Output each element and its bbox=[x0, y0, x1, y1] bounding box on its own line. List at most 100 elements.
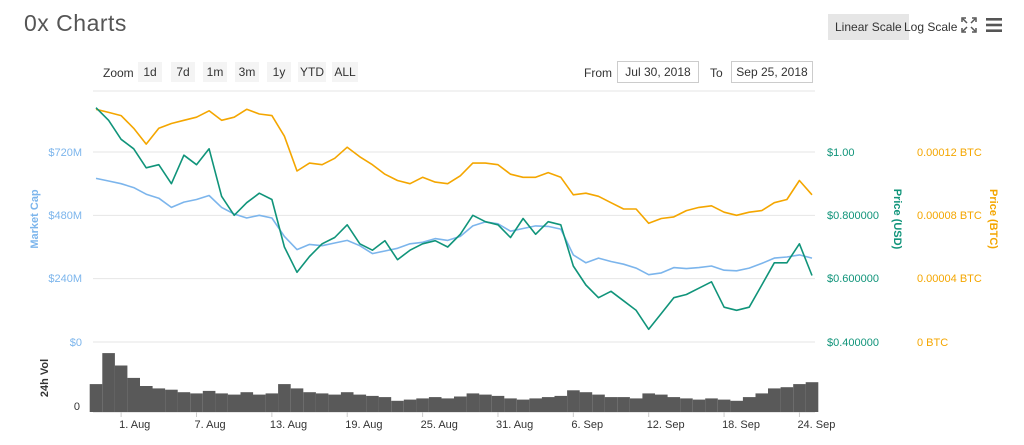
linear-scale-button[interactable]: Linear Scale bbox=[828, 14, 909, 40]
market-cap-tick: $0 bbox=[70, 337, 82, 349]
volume-axis-title: 24h Vol bbox=[39, 359, 51, 397]
volume-bar bbox=[340, 392, 354, 412]
volume-bar bbox=[793, 384, 806, 412]
page-title: 0x Charts bbox=[24, 10, 127, 36]
volume-bar bbox=[303, 392, 316, 412]
volume-bar bbox=[328, 394, 341, 412]
zoom-1m-button[interactable]: 1m bbox=[203, 62, 227, 82]
price-usd-tick: $0.400000 bbox=[827, 337, 879, 349]
volume-bar bbox=[227, 394, 241, 412]
volume-bar bbox=[567, 390, 580, 412]
volume-bar bbox=[692, 399, 706, 412]
to-label: To bbox=[710, 66, 723, 80]
zoom-3m-button[interactable]: 3m bbox=[235, 62, 259, 82]
volume-bar bbox=[177, 392, 191, 412]
price-usd-axis-title: Price (USD) bbox=[891, 189, 903, 250]
volume-bar bbox=[165, 389, 178, 412]
volume-bar bbox=[290, 388, 304, 412]
volume-bar bbox=[780, 387, 794, 412]
zoom-1y-button[interactable]: 1y bbox=[267, 62, 291, 82]
volume-bar bbox=[642, 393, 655, 412]
hamburger-menu-icon[interactable] bbox=[986, 17, 1002, 33]
volume-bar bbox=[127, 377, 140, 412]
to-date-input[interactable] bbox=[731, 61, 813, 83]
volume-bar bbox=[391, 400, 404, 412]
from-label: From bbox=[584, 66, 612, 80]
x-tick-label: 7. Aug bbox=[194, 419, 225, 431]
volume-bar bbox=[278, 384, 291, 412]
zoom-label: Zoom bbox=[103, 66, 134, 80]
price-btc-series-line bbox=[95, 108, 813, 225]
log-scale-button[interactable]: Log Scale bbox=[904, 20, 958, 34]
price-usd-series-line bbox=[95, 107, 813, 331]
volume-bar bbox=[705, 398, 718, 412]
zoom-ytd-button[interactable]: YTD bbox=[298, 62, 326, 82]
price-btc-tick: 0.00004 BTC bbox=[917, 273, 982, 285]
market-cap-tick: $240M bbox=[48, 273, 82, 285]
volume-bar bbox=[89, 384, 103, 412]
volume-bar bbox=[353, 394, 367, 412]
volume-bar bbox=[240, 392, 254, 412]
price-btc-tick: 0 BTC bbox=[917, 337, 948, 349]
from-date-input[interactable] bbox=[617, 61, 699, 83]
volume-bar bbox=[680, 398, 693, 412]
x-tick-label: 12. Sep bbox=[647, 419, 685, 431]
volume-bar bbox=[454, 396, 467, 412]
volume-bar bbox=[253, 394, 266, 412]
x-tick-label: 6. Sep bbox=[571, 419, 603, 431]
fullscreen-icon[interactable] bbox=[961, 17, 977, 33]
volume-bar bbox=[428, 397, 442, 412]
volume-bar bbox=[768, 388, 781, 412]
volume-bar bbox=[655, 394, 668, 412]
price-usd-tick: $0.800000 bbox=[827, 210, 879, 222]
volume-bar bbox=[378, 397, 392, 412]
volume-bar bbox=[152, 388, 166, 412]
volume-bar bbox=[466, 393, 480, 412]
volume-bar bbox=[315, 393, 329, 412]
x-tick-label: 1. Aug bbox=[119, 419, 150, 431]
volume-bar bbox=[667, 397, 681, 412]
volume-bar bbox=[366, 395, 379, 412]
x-tick-label: 19. Aug bbox=[345, 419, 382, 431]
volume-bar bbox=[579, 392, 593, 412]
price-btc-tick: 0.00008 BTC bbox=[917, 210, 982, 222]
volume-bar bbox=[717, 399, 731, 412]
x-tick-label: 25. Aug bbox=[421, 419, 458, 431]
price-usd-tick: $1.00 bbox=[827, 147, 855, 159]
volume-bar bbox=[529, 398, 542, 412]
market-cap-tick: $720M bbox=[48, 147, 82, 159]
market-cap-tick: $480M bbox=[48, 210, 82, 222]
price-btc-axis-title: Price (BTC) bbox=[987, 189, 999, 249]
volume-bar bbox=[730, 400, 743, 412]
zoom-7d-button[interactable]: 7d bbox=[171, 62, 195, 82]
volume-bar bbox=[554, 395, 568, 412]
volume-bar bbox=[592, 394, 605, 412]
volume-bar bbox=[805, 382, 819, 412]
volume-bar bbox=[441, 398, 454, 412]
volume-bar bbox=[504, 398, 517, 412]
volume-bar bbox=[491, 395, 505, 412]
zoom-all-button[interactable]: ALL bbox=[332, 62, 358, 82]
volume-bar bbox=[215, 393, 228, 412]
volume-bar bbox=[479, 394, 492, 412]
volume-bar bbox=[102, 353, 115, 412]
volume-bar bbox=[541, 397, 555, 412]
x-tick-label: 31. Aug bbox=[496, 419, 533, 431]
volume-bar bbox=[265, 393, 279, 412]
volume-bar bbox=[190, 393, 203, 412]
volume-bar bbox=[617, 397, 630, 412]
x-tick-label: 18. Sep bbox=[722, 419, 760, 431]
volume-bar bbox=[202, 390, 216, 412]
volume-tick: 0 bbox=[74, 401, 80, 413]
zoom-1d-button[interactable]: 1d bbox=[138, 62, 162, 82]
volume-bar bbox=[416, 398, 429, 412]
volume-bar bbox=[742, 397, 756, 412]
market-cap-series-line bbox=[95, 177, 813, 276]
volume-bar bbox=[114, 365, 128, 412]
volume-bar bbox=[516, 399, 530, 412]
market-cap-axis-title: Market Cap bbox=[29, 189, 41, 249]
volume-bar bbox=[604, 397, 618, 412]
x-tick-label: 24. Sep bbox=[797, 419, 835, 431]
volume-bar bbox=[629, 398, 643, 412]
